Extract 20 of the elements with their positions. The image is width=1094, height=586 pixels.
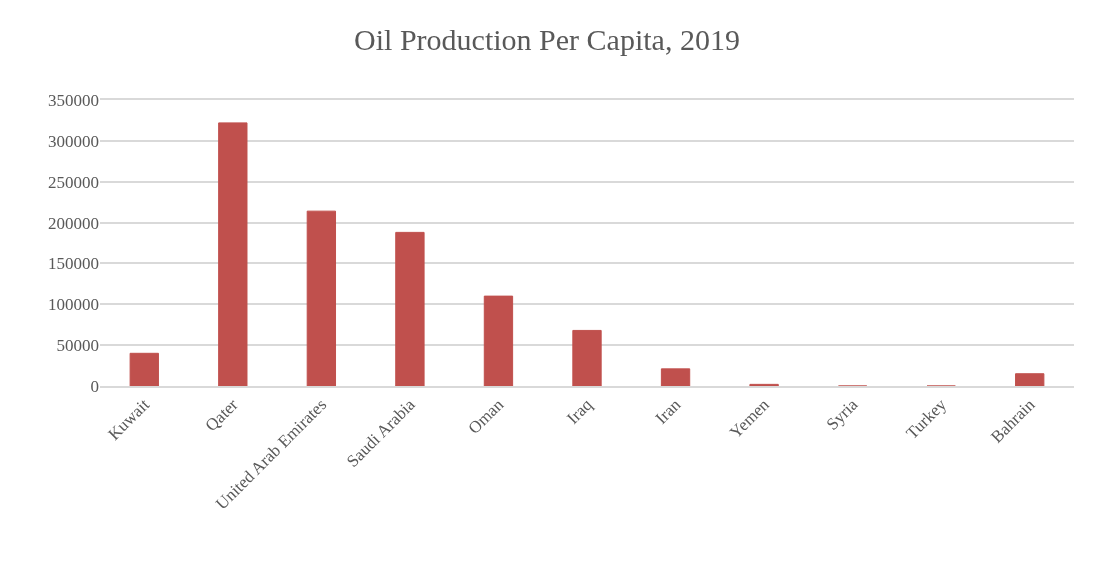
bar [395,231,425,386]
y-tick-label: 150000 [48,254,99,274]
x-tick-label: Iran [651,394,685,428]
y-tick-label: 50000 [56,336,99,356]
bar [1015,373,1045,386]
y-tick-label: 0 [90,376,99,396]
y-tick-label: 200000 [48,213,99,233]
y-tick-label: 350000 [48,90,99,110]
bar [483,295,514,386]
bar [129,352,159,386]
x-tick-label: Iraq [563,394,597,428]
x-tick-label: Syria [822,394,862,434]
y-tick-label: 100000 [48,295,99,315]
y-tick-label: 300000 [48,131,99,151]
bar [218,122,248,386]
bar [572,329,602,386]
y-tick-label: 250000 [48,172,99,192]
chart-title: Oil Production Per Capita, 2019 [354,23,740,57]
bar [660,368,691,386]
bar [306,210,337,386]
